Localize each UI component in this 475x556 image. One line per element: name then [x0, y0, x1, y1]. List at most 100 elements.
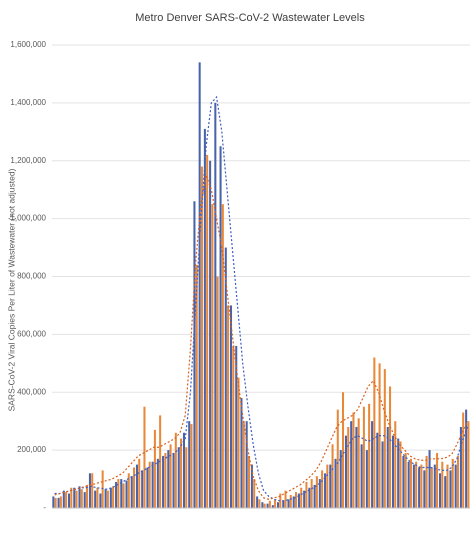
bar: [224, 247, 227, 508]
bar: [190, 424, 193, 508]
bar: [135, 464, 138, 508]
bar: [404, 453, 407, 508]
y-axis-label: SARS-CoV-2 Viral Copies Per Liter of Was…: [6, 168, 16, 411]
bar: [310, 479, 313, 508]
bar: [394, 421, 397, 508]
bar: [240, 398, 243, 508]
bar: [185, 447, 188, 508]
bar: [321, 470, 324, 508]
bar: [274, 499, 277, 508]
bar: [292, 496, 295, 508]
bar: [216, 276, 219, 508]
bar: [253, 479, 256, 508]
bar: [355, 426, 358, 508]
bar: [409, 458, 412, 508]
bar: [324, 473, 327, 508]
bar: [117, 479, 120, 508]
bar: [83, 492, 86, 508]
bar: [326, 464, 329, 508]
bar: [214, 102, 217, 508]
bar: [193, 201, 196, 508]
bar: [256, 496, 259, 508]
bar: [313, 484, 316, 508]
bar: [462, 412, 465, 508]
bar: [261, 502, 264, 508]
bar: [109, 487, 112, 508]
bar: [57, 497, 60, 508]
bar: [229, 305, 233, 508]
bar: [59, 496, 62, 508]
bar: [211, 204, 214, 508]
bar: [143, 406, 146, 508]
bar: [73, 487, 76, 508]
bar: [297, 493, 300, 508]
bar: [242, 421, 245, 508]
bar: [141, 470, 144, 508]
bar: [376, 432, 379, 508]
bar: [263, 503, 266, 508]
bar: [373, 357, 376, 508]
bar: [120, 479, 123, 508]
bar: [284, 490, 287, 508]
bar: [454, 464, 457, 508]
y-tick-label: 1,600,000: [10, 40, 46, 49]
bar: [162, 455, 165, 508]
bar: [350, 421, 353, 508]
bar: [315, 476, 318, 508]
bar: [237, 377, 240, 508]
bar: [180, 438, 183, 508]
bar: [368, 403, 371, 508]
bar: [106, 490, 109, 508]
bar: [389, 386, 392, 508]
bar: [232, 345, 235, 508]
bar: [174, 432, 177, 508]
bar: [172, 453, 175, 508]
bar: [391, 435, 395, 508]
bar: [365, 450, 368, 508]
bar: [138, 458, 141, 508]
bar: [153, 429, 156, 508]
bar: [245, 421, 248, 508]
bar: [336, 409, 339, 508]
bar: [412, 464, 415, 508]
bar: [331, 444, 334, 508]
bar: [182, 432, 186, 508]
y-tick-label: 200,000: [17, 445, 46, 454]
bar: [425, 455, 428, 508]
bar: [65, 492, 68, 508]
bar: [96, 487, 99, 508]
bar: [438, 473, 442, 508]
bar: [279, 493, 282, 508]
y-tick-label: 1,200,000: [10, 156, 46, 165]
bar: [308, 487, 311, 508]
bar: [465, 409, 468, 508]
bar: [125, 480, 128, 508]
bar: [104, 489, 107, 508]
bar: [318, 479, 321, 508]
bar: [294, 492, 298, 508]
bar: [54, 497, 57, 508]
trend-line: [54, 95, 468, 502]
bar: [287, 499, 290, 508]
bar: [127, 473, 130, 508]
bar: [52, 496, 55, 508]
bar: [305, 481, 308, 508]
bar: [88, 473, 91, 508]
bar: [459, 426, 462, 508]
bar: [282, 500, 285, 508]
bar: [360, 444, 363, 508]
bar: [115, 481, 118, 508]
bar: [101, 470, 104, 508]
bar: [451, 458, 454, 508]
bar: [227, 305, 230, 508]
bar: [70, 487, 73, 508]
bar: [266, 503, 269, 508]
bar: [399, 441, 402, 508]
bar: [344, 435, 347, 508]
bar: [386, 426, 389, 508]
bar: [449, 470, 452, 508]
y-tick-label: 1,000,000: [10, 214, 46, 223]
y-tick-label: 1,400,000: [10, 98, 46, 107]
bar: [341, 392, 345, 508]
bar: [446, 464, 449, 508]
